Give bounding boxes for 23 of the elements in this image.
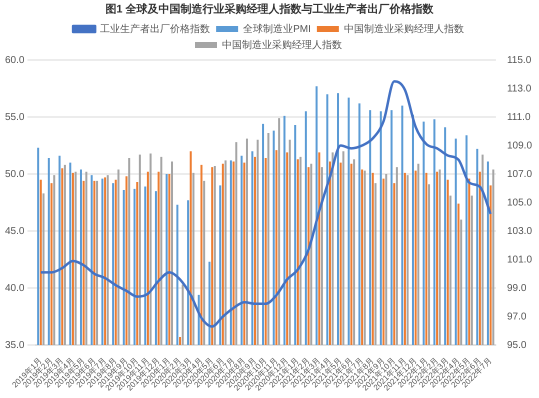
y-tick-label: 45.0 (4, 226, 25, 237)
y-tick-label: 60.0 (4, 54, 25, 66)
y2-tick-label: 99.0 (506, 282, 527, 294)
y2-tick-label: 103.0 (506, 226, 532, 237)
y2-tick-label: 95.0 (506, 340, 527, 351)
legend-label: 中国制造业采购经理人指数 (344, 22, 464, 35)
y-tick-label: 40.0 (4, 282, 25, 294)
y2-tick-label: 107.0 (506, 168, 532, 180)
y2-tick-label: 109.0 (506, 140, 532, 152)
y2-tick-label: 115.0 (506, 54, 532, 66)
y2-tick-label: 111.0 (506, 112, 531, 123)
y-tick-label: 35.0 (4, 340, 25, 351)
y-tick-label: 55.0 (4, 112, 25, 123)
legend-label: 中国制造业采购经理人指数 (222, 38, 342, 51)
legend-label: 工业生产者出厂价格指数 (100, 22, 210, 35)
y-tick-label: 50.0 (4, 168, 25, 180)
legend-label: 全球制造业PMI (243, 22, 311, 35)
line-series (40, 80, 492, 328)
y2-tick-label: 105.0 (506, 197, 532, 208)
chart-title: 图1 全球及中国制造行业采购经理人指数与工业生产者出厂价格指数 (105, 2, 435, 16)
y2-tick-label: 113.0 (506, 83, 532, 94)
y2-tick-label: 101.0 (506, 254, 532, 266)
y2-tick-label: 97.0 (506, 311, 527, 322)
